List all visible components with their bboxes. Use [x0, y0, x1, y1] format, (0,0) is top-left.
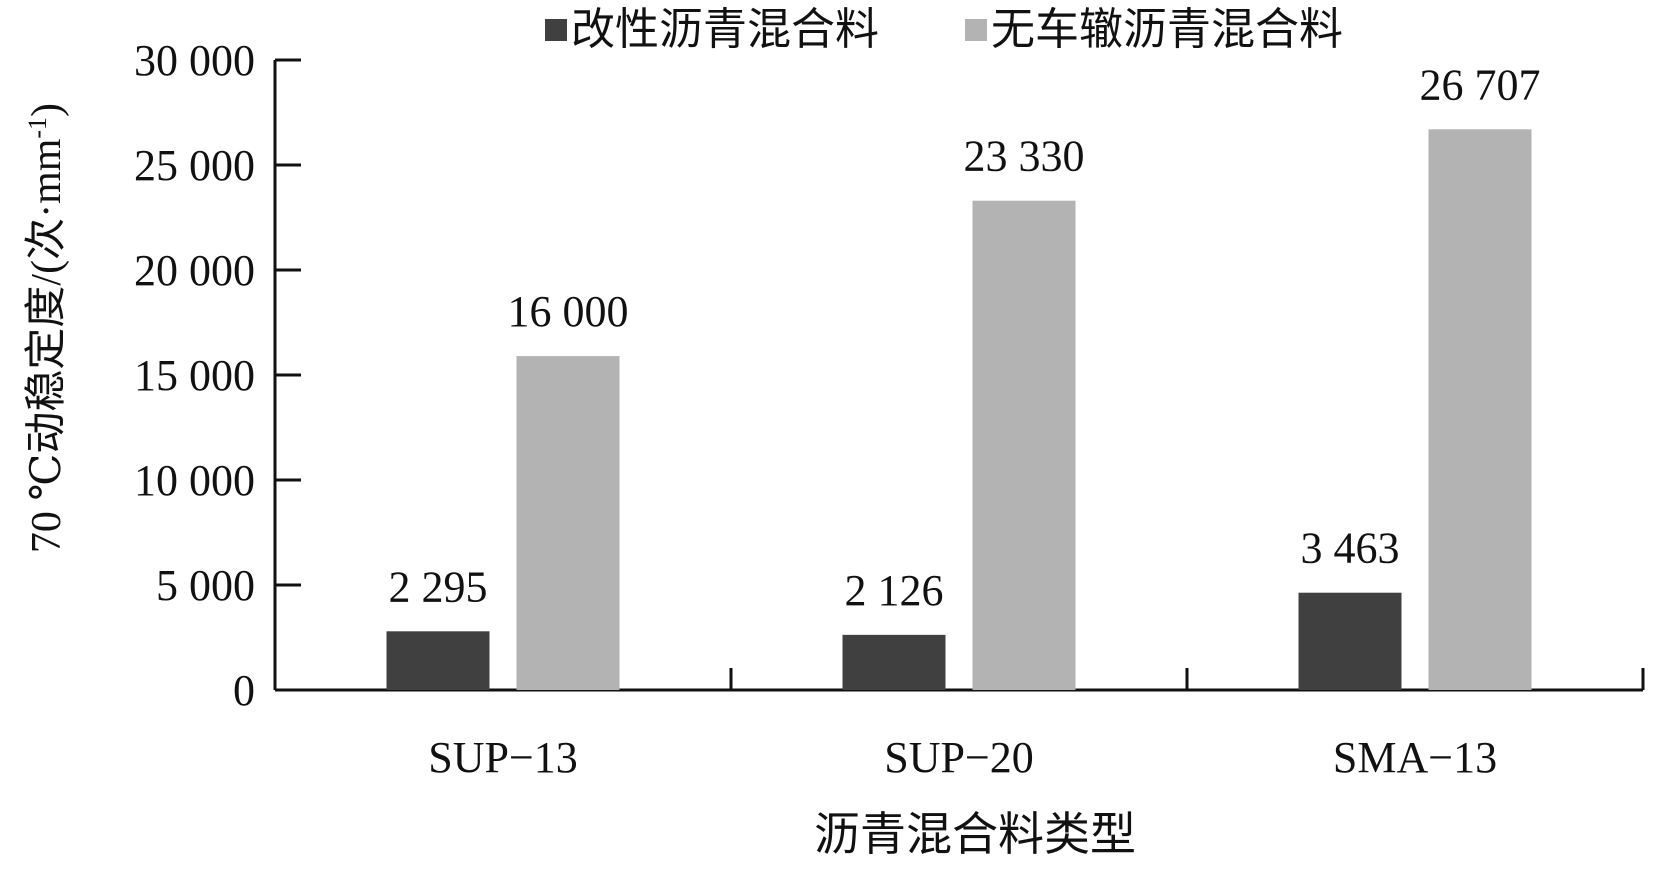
data-labels: 2 295 2 126 3 463 16 000 23 330 26 707: [389, 60, 1541, 615]
bars: [386, 129, 1532, 691]
axes: 0 5 000 10 000 15 000 20 000 25 000 30 000 SUP−…: [134, 36, 1645, 782]
x-tick-label: SUP−20: [884, 733, 1034, 782]
data-label: 16 000: [508, 287, 629, 336]
x-axis-title: 沥青混合料类型: [814, 809, 1136, 860]
x-tick-label: SMA−13: [1333, 733, 1497, 782]
y-tick-label: 15 000: [134, 351, 255, 400]
legend-swatch: [545, 19, 567, 41]
y-axis-title: 70 ℃动稳定度/(次·mm-1): [23, 103, 70, 553]
legend-label: 无车辙沥青混合料: [991, 5, 1343, 54]
bar-series1: [386, 631, 490, 690]
y-axis-title-superscript: -1: [23, 117, 52, 139]
y-tick-label: 30 000: [134, 36, 255, 85]
bar-series1: [842, 634, 946, 690]
y-tick-label: 25 000: [134, 141, 255, 190]
x-tick-label: SUP−13: [428, 733, 578, 782]
y-tick-label: 10 000: [134, 456, 255, 505]
y-axis-title-main: 70 ℃动稳定度/(次·mm: [23, 138, 70, 553]
legend-swatch: [965, 19, 987, 41]
bar-series2: [972, 200, 1076, 690]
y-axis-title-close: ): [24, 103, 70, 117]
legend: 改性沥青混合料 无车辙沥青混合料: [545, 5, 1343, 54]
data-label: 2 295: [389, 562, 488, 611]
bar-series2: [516, 356, 620, 690]
y-tick-label: 0: [233, 666, 255, 715]
y-tick-label: 5 000: [156, 561, 255, 610]
data-label: 3 463: [1301, 524, 1400, 573]
data-label: 23 330: [964, 132, 1085, 181]
y-tick-label: 20 000: [134, 246, 255, 295]
bar-series2: [1428, 129, 1532, 691]
bar-series1: [1298, 592, 1402, 690]
data-label: 26 707: [1420, 60, 1541, 109]
legend-label: 改性沥青混合料: [571, 5, 879, 54]
data-label: 2 126: [845, 566, 944, 615]
